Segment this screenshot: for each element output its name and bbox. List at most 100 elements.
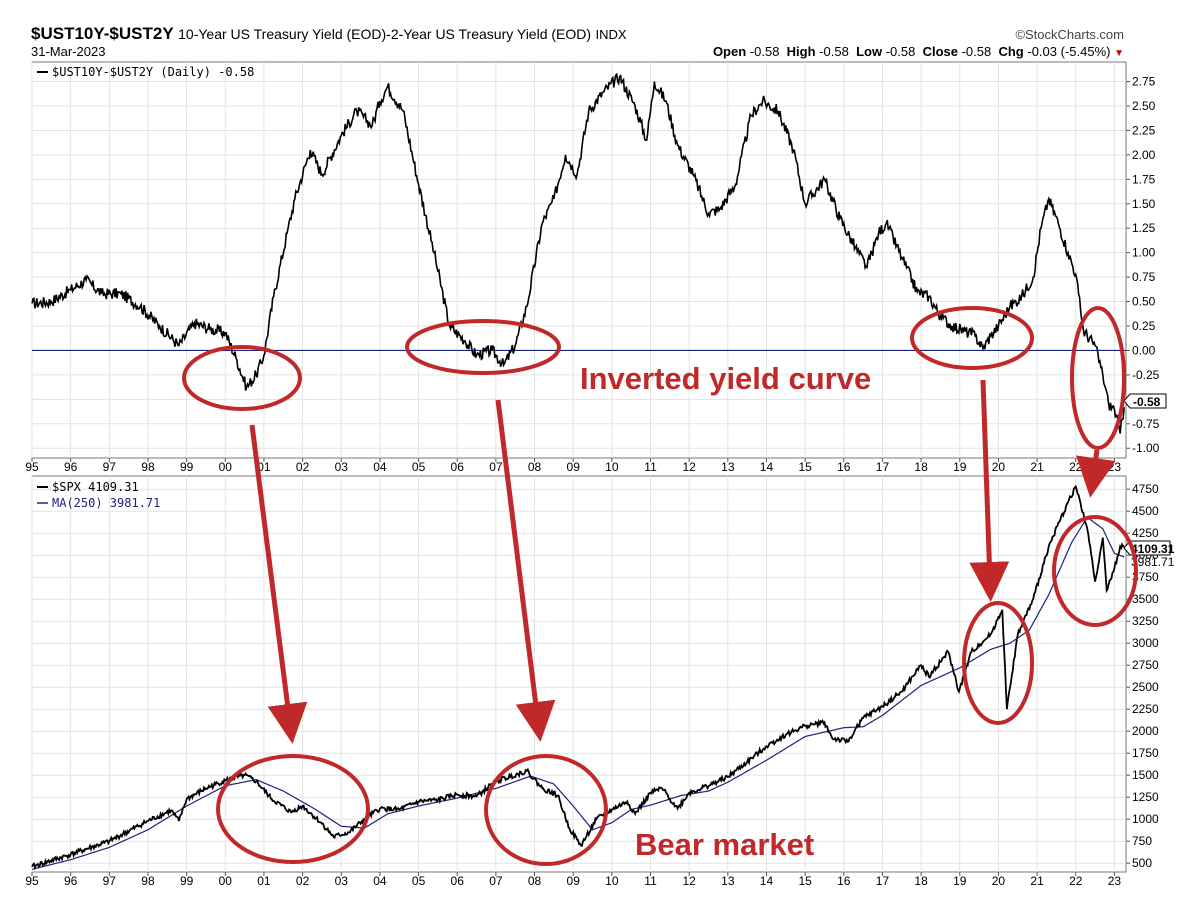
arrow-2006 [495,399,556,742]
y-tick-label: 3000 [1132,636,1159,650]
high-value: -0.58 [819,44,849,59]
inversion-circle-2000 [182,345,302,411]
y-tick-label: 2500 [1132,680,1159,694]
x-tick-label: 18 [914,460,928,474]
y-tick-label: 1250 [1132,790,1159,804]
arrow-2022 [1076,449,1116,498]
x-tick-label: 17 [876,874,890,888]
x-tick-label: 15 [798,460,812,474]
x-tick-label: 23 [1108,460,1122,474]
x-tick-label: 21 [1030,874,1044,888]
spread-last-value: -0.58 [1133,395,1161,409]
spread-legend-label: $UST10Y-$UST2Y (Daily) -0.58 [52,65,254,79]
inverted-yield-curve-label: Inverted yield curve [580,361,871,396]
bottom-y-axis: 4750450042504000375035003250300027502500… [1126,482,1159,870]
y-tick-label: 2.50 [1132,99,1156,113]
x-tick-label: 03 [335,460,349,474]
bear-circle-2022 [1052,515,1138,627]
y-tick-label: 0.00 [1132,343,1156,357]
y-tick-label: -0.25 [1132,368,1160,382]
y-tick-label: 1750 [1132,746,1159,760]
bottom-legend: $SPX 4109.31 MA(250) 3981.71 [37,480,160,510]
y-tick-label: 0.75 [1132,270,1156,284]
spread-series-line [31,72,1125,434]
x-tick-label: 19 [953,874,967,888]
x-axis-top-panel: 95 96 97 98 99 00 01 02 03 04 05 06 07 08 09 10 11 12 13 14… [25,458,1121,474]
y-tick-label: 2.75 [1132,75,1156,89]
spx-last-value: 4109.31 [1131,542,1175,556]
x-tick-label: 98 [141,874,155,888]
x-tick-label: 05 [412,460,426,474]
y-tick-label: 4250 [1132,526,1159,540]
low-value: -0.58 [885,44,916,59]
chart-header-line1: $UST10Y-$UST2Y 10-Year US Treasury Yield… [31,24,627,44]
y-tick-label: 3250 [1132,614,1159,628]
y-tick-label: 1.25 [1132,221,1156,235]
y-tick-label: 2750 [1132,658,1159,672]
x-tick-label: 08 [528,460,542,474]
bear-circle-2008 [484,754,608,866]
ma-legend-label: MA(250) 3981.71 [52,496,160,510]
y-tick-label: 750 [1132,834,1152,848]
x-tick-label: 02 [296,874,310,888]
y-tick-label: 1.50 [1132,197,1156,211]
low-label: Low [856,44,883,59]
x-tick-label: 10 [605,874,619,888]
inversion-circle-2006 [405,319,561,375]
date-label: 31-Mar-2023 [31,44,106,59]
x-tick-label: 04 [373,874,387,888]
y-tick-label: -0.75 [1132,417,1160,431]
x-tick-label: 05 [412,874,426,888]
spx-last-value-tag: 4109.31 3981.71 [1123,540,1175,569]
spx-series-line [31,484,1125,871]
x-tick-label: 15 [798,874,812,888]
x-tick-label: 22 [1069,874,1083,888]
x-tick-label: 14 [760,874,774,888]
y-tick-label: -1.00 [1132,441,1160,455]
x-tick-label: 95 [25,874,39,888]
x-tick-label: 07 [489,874,503,888]
y-tick-label: 1000 [1132,812,1159,826]
x-tick-label: 02 [296,460,310,474]
symbol-title: $UST10Y-$UST2Y [31,24,174,43]
x-tick-label: 97 [103,874,117,888]
ma-last-value: 3981.71 [1131,555,1175,569]
arrow-2019 [969,379,1010,602]
x-tick-label: 99 [180,874,194,888]
y-tick-label: 2.00 [1132,148,1156,162]
spread-last-value-tag: -0.58 [1123,393,1167,409]
y-tick-label: 2250 [1132,702,1159,716]
x-tick-label: 22 [1069,460,1083,474]
y-tick-label: 500 [1132,856,1152,870]
x-tick-label: 13 [721,460,735,474]
x-tick-label: 16 [837,874,851,888]
x-tick-label: 01 [257,874,271,888]
y-tick-label: 0.25 [1132,319,1156,333]
x-tick-label: 12 [682,874,696,888]
open-label: Open [712,44,747,59]
x-tick-label: 08 [528,874,542,888]
x-tick-label: 99 [180,460,194,474]
bear-circle-2001 [216,754,370,864]
ohlc-readout: Open -0.58 High -0.58 Low -0.58 Close -0… [713,44,1124,59]
close-label: Close [922,44,958,59]
yield-spread-panel: 2.75 2.50 2.25 2.00 1.75 1.50 1.25 1.00 0.75 0.50… [31,61,1167,459]
symbol-description: 10-Year US Treasury Yield (EOD)-2-Year U… [178,26,592,42]
x-tick-label: 96 [64,460,78,474]
x-tick-label: 06 [451,874,465,888]
x-tick-label: 00 [219,874,233,888]
y-tick-label: 1.00 [1132,246,1156,260]
x-tick-label: 97 [103,460,117,474]
annotation-circles [182,306,1138,866]
x-tick-label: 19 [953,460,967,474]
y-tick-label: 0.50 [1132,295,1156,309]
x-tick-label: 01 [257,460,271,474]
bear-circle-2020 [962,601,1034,725]
x-tick-label: 09 [567,874,581,888]
x-tick-label: 20 [992,874,1006,888]
annotation-arrows [249,379,1116,744]
x-tick-label: 04 [373,460,387,474]
x-tick-label: 17 [876,460,890,474]
x-tick-label: 20 [992,460,1006,474]
